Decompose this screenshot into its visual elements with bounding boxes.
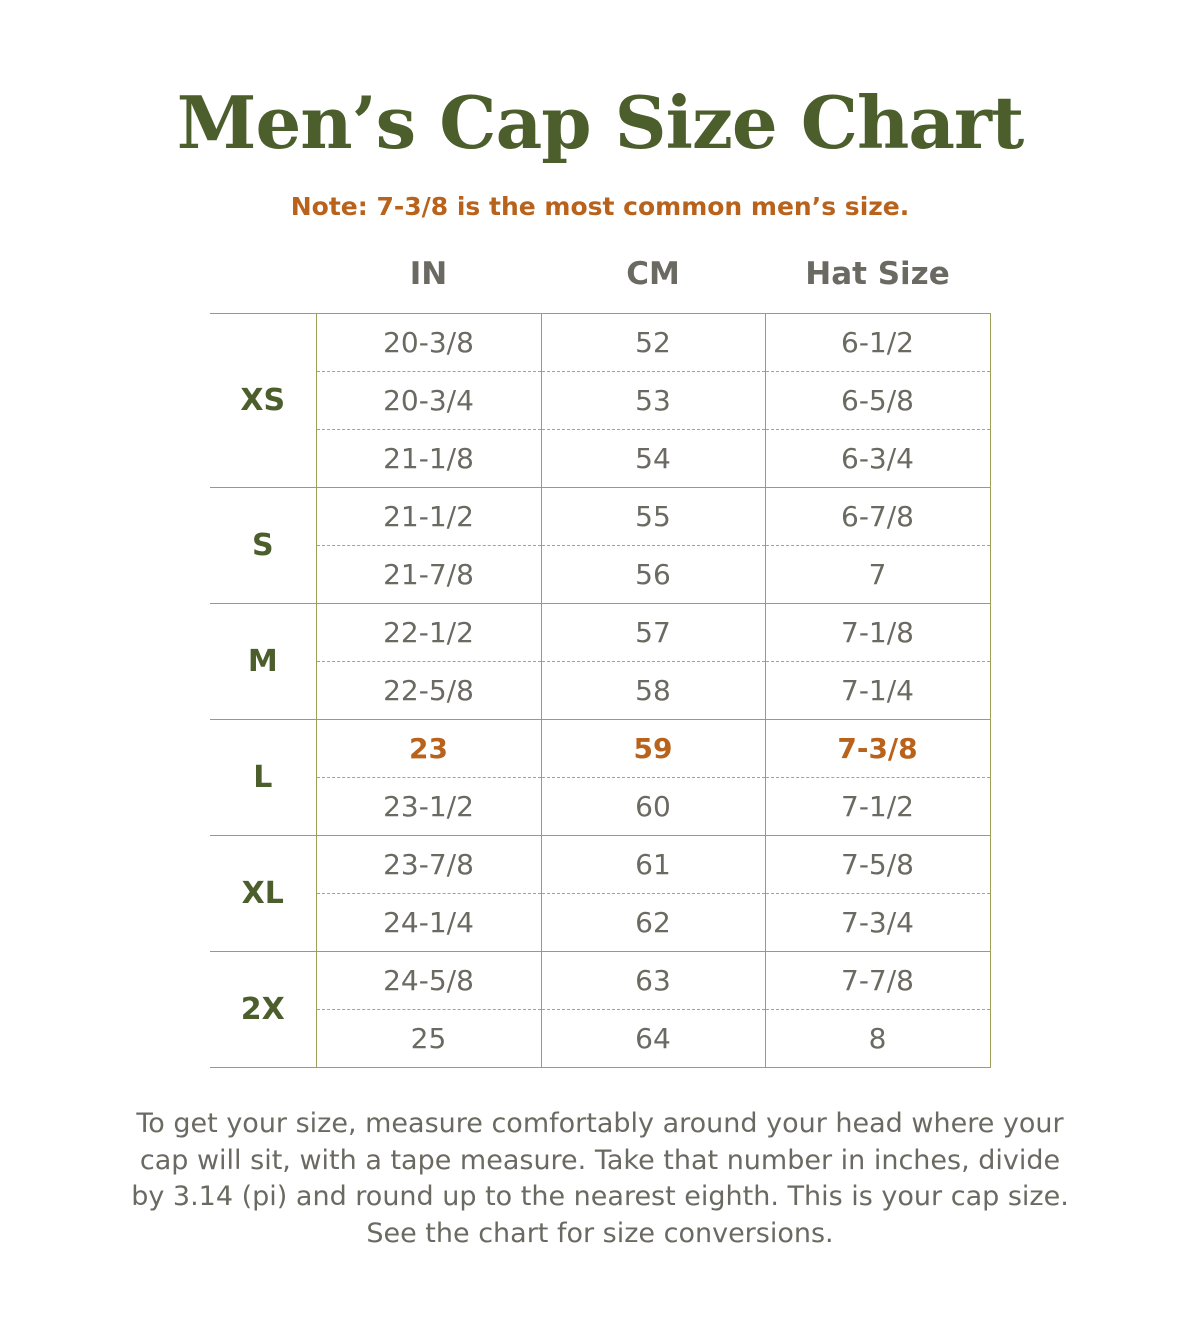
- cm-value: 54: [540, 429, 766, 488]
- in-value: 23-1/2: [315, 777, 542, 836]
- table-row: M 22-1/2 57 7-1/8: [210, 603, 991, 720]
- cm-value: 53: [540, 371, 766, 430]
- hat-size-value: 8: [764, 1009, 991, 1068]
- hat-size-value: 7-7/8: [764, 951, 991, 1010]
- cm-value: 60: [540, 777, 766, 836]
- table-row: 21-1/8 54 6-3/4: [210, 429, 991, 488]
- table-row: L 23 59 7-3/8: [210, 719, 991, 836]
- table-row: XL 23-7/8 61 7-5/8: [210, 835, 991, 952]
- table-row: XS 20-3/8 52 6-1/2: [210, 313, 991, 488]
- hat-size-value: 7-3/4: [764, 893, 991, 952]
- hat-size-value: 6-1/2: [764, 313, 991, 372]
- in-value: 21-7/8: [315, 545, 542, 604]
- table-row: 23-1/2 60 7-1/2: [210, 777, 991, 836]
- size-label: XS: [210, 313, 317, 488]
- in-value: 22-5/8: [315, 661, 542, 720]
- hat-size-value: 7-3/8: [764, 719, 991, 778]
- in-value: 21-1/8: [315, 429, 542, 488]
- instruction-line: by 3.14 (pi) and round up to the nearest…: [131, 1181, 1069, 1212]
- table-row: 21-7/8 56 7: [210, 545, 991, 604]
- instruction-line: cap will sit, with a tape measure. Take …: [139, 1144, 1061, 1176]
- hat-size-value: 7-1/8: [764, 603, 991, 662]
- table-row: 20-3/4 53 6-5/8: [210, 371, 991, 430]
- cm-value: 52: [540, 313, 766, 372]
- table-row: S 21-1/2 55 6-7/8: [210, 487, 991, 604]
- cm-value: 64: [540, 1009, 766, 1068]
- common-size-note: Note: 7-3/8 is the most common men’s siz…: [290, 192, 910, 221]
- cm-value: 63: [540, 951, 766, 1010]
- in-value: 25: [315, 1009, 542, 1068]
- column-header-cm: CM: [626, 256, 680, 292]
- cm-value: 57: [540, 603, 766, 662]
- column-header-hat-size: Hat Size: [805, 256, 950, 292]
- cm-value: 61: [540, 835, 766, 894]
- size-label: M: [210, 603, 317, 720]
- size-label: XL: [210, 835, 317, 952]
- instruction-line: To get your size, measure comfortably ar…: [136, 1108, 1064, 1139]
- in-value: 24-1/4: [315, 893, 542, 952]
- size-label: L: [210, 719, 317, 836]
- table-row: 25 64 8: [210, 1009, 991, 1068]
- in-value: 20-3/4: [315, 371, 542, 430]
- cm-value: 56: [540, 545, 766, 604]
- cm-value: 62: [540, 893, 766, 952]
- size-label: 2X: [210, 951, 317, 1068]
- in-value: 23: [315, 719, 542, 778]
- table-row: 2X 24-5/8 63 7-7/8: [210, 951, 991, 1068]
- hat-size-value: 7-5/8: [764, 835, 991, 894]
- column-header-in: IN: [409, 256, 448, 292]
- hat-size-value: 7: [764, 545, 991, 604]
- hat-size-value: 7-1/4: [764, 661, 991, 720]
- hat-size-value: 6-3/4: [764, 429, 991, 488]
- in-value: 22-1/2: [315, 603, 542, 662]
- instruction-line: See the chart for size conversions.: [366, 1217, 834, 1249]
- hat-size-value: 6-5/8: [764, 371, 991, 430]
- in-value: 20-3/8: [315, 313, 542, 372]
- table-row: 24-1/4 62 7-3/4: [210, 893, 991, 952]
- page-title: Men’s Cap Size Chart: [176, 80, 1025, 165]
- hat-size-value: 7-1/2: [764, 777, 991, 836]
- hat-size-value: 6-7/8: [764, 487, 991, 546]
- in-value: 21-1/2: [315, 487, 542, 546]
- cm-value: 55: [540, 487, 766, 546]
- in-value: 23-7/8: [315, 835, 542, 894]
- measuring-instructions: To get your size, measure comfortably ar…: [0, 1106, 1200, 1252]
- in-value: 24-5/8: [315, 951, 542, 1010]
- table-row: 22-5/8 58 7-1/4: [210, 661, 991, 720]
- size-table: XS 20-3/8 52 6-1/2 20-3/4 53 6-5/8 21-1/8 54 6-3/…: [210, 313, 991, 1068]
- cm-value: 58: [540, 661, 766, 720]
- size-label: S: [210, 487, 317, 604]
- cm-value: 59: [540, 719, 766, 778]
